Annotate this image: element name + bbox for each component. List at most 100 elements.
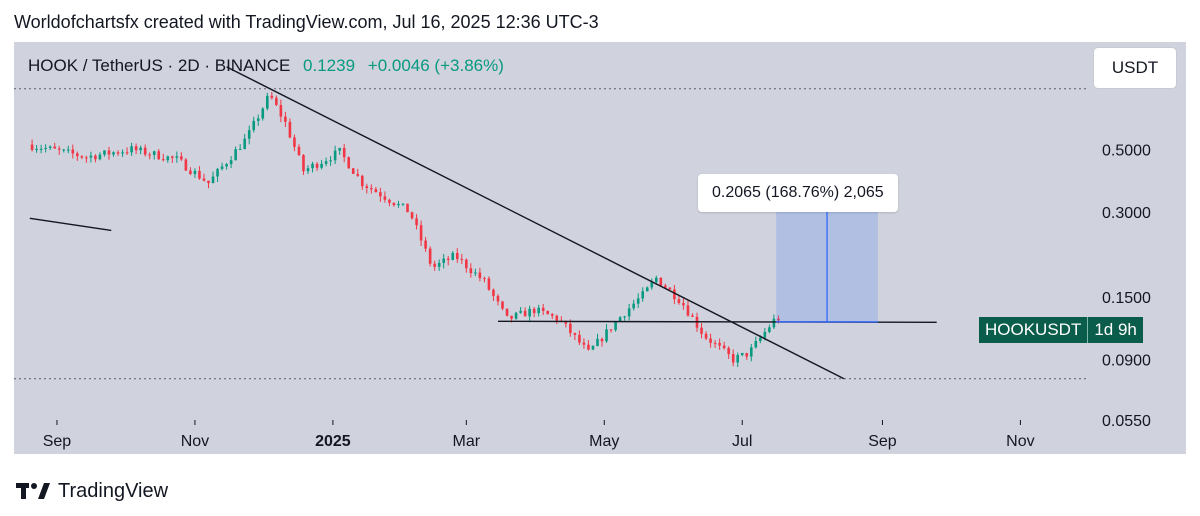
candle-body bbox=[682, 303, 685, 306]
candle-body bbox=[53, 146, 57, 149]
candle-body bbox=[555, 315, 559, 321]
candle-body bbox=[582, 342, 586, 345]
candle-body bbox=[89, 155, 93, 158]
candle-body bbox=[731, 354, 735, 363]
legend-symbol: HOOK / TetherUS · 2D · BINANCE bbox=[28, 56, 291, 75]
candle-body bbox=[252, 120, 256, 131]
candle-body bbox=[130, 146, 133, 153]
chart-pane[interactable] bbox=[14, 42, 1086, 454]
symbol-tag-name: HOOKUSDT bbox=[979, 317, 1088, 343]
horizontal-levels bbox=[14, 88, 1086, 380]
candle-body bbox=[338, 147, 341, 151]
candle-body bbox=[578, 334, 581, 343]
tradingview-logo-icon bbox=[16, 483, 50, 499]
candle-body bbox=[216, 168, 219, 177]
candle-body bbox=[297, 146, 301, 156]
candle-body bbox=[587, 344, 590, 350]
candle-body bbox=[446, 258, 450, 260]
symbol-price-tag: HOOKUSDT 1d 9h bbox=[979, 317, 1143, 343]
candle-body bbox=[740, 353, 744, 356]
candle-body bbox=[256, 118, 260, 121]
candle-body bbox=[654, 277, 658, 283]
candle-body bbox=[365, 186, 369, 188]
candle-body bbox=[76, 153, 79, 157]
candle-body bbox=[189, 170, 192, 174]
currency-button[interactable]: USDT bbox=[1094, 48, 1176, 88]
time-tick-label: Nov bbox=[1006, 433, 1034, 450]
candle-body bbox=[229, 160, 233, 165]
candle-body bbox=[157, 151, 161, 160]
candle-body bbox=[596, 338, 599, 346]
candle-body bbox=[180, 156, 183, 160]
candle-body bbox=[44, 147, 47, 149]
candle-body bbox=[103, 150, 106, 155]
candle-body bbox=[333, 150, 337, 161]
candle-body bbox=[614, 321, 617, 330]
candle-body bbox=[401, 203, 405, 205]
candle-body bbox=[496, 295, 500, 302]
legend-price: 0.1239 bbox=[303, 56, 356, 75]
candle-body bbox=[677, 299, 681, 304]
candle-body bbox=[238, 149, 242, 151]
candle-body bbox=[143, 147, 147, 155]
candle-body bbox=[759, 337, 762, 342]
candle-body bbox=[62, 149, 66, 151]
candle-body bbox=[736, 355, 740, 363]
candle-body bbox=[247, 130, 251, 139]
footer: TradingView bbox=[16, 478, 168, 504]
candle-body bbox=[324, 161, 328, 164]
candle-body bbox=[519, 310, 522, 313]
candle-body bbox=[279, 104, 283, 117]
candle-body bbox=[306, 168, 310, 172]
candle-body bbox=[383, 196, 387, 200]
candle-body bbox=[275, 97, 278, 105]
price-tick-label: 0.1500 bbox=[1102, 290, 1151, 307]
candle-body bbox=[302, 155, 305, 172]
candle-body bbox=[211, 176, 215, 184]
candle-body bbox=[641, 291, 645, 299]
candle-body bbox=[116, 152, 120, 154]
candle-body bbox=[351, 168, 355, 174]
candle-body bbox=[112, 152, 115, 155]
candle-body bbox=[768, 327, 771, 332]
candle-body bbox=[315, 163, 319, 168]
candle-body bbox=[541, 307, 545, 311]
price-axis[interactable] bbox=[1086, 42, 1186, 454]
candle-body bbox=[419, 225, 423, 241]
candle-body bbox=[704, 333, 708, 339]
symbol-tag-countdown: 1d 9h bbox=[1087, 317, 1143, 343]
candle-body bbox=[360, 175, 364, 187]
candle-body bbox=[48, 146, 52, 148]
candle-body bbox=[148, 154, 151, 156]
candle-body bbox=[379, 192, 382, 197]
candle-body bbox=[388, 199, 391, 203]
candle-body bbox=[424, 240, 427, 249]
candle-body bbox=[514, 312, 518, 319]
candle-body bbox=[57, 148, 61, 150]
candle-body bbox=[609, 329, 613, 331]
candle-body bbox=[198, 170, 201, 179]
candle-body bbox=[139, 147, 142, 151]
candle-body bbox=[772, 318, 776, 328]
candle-body bbox=[469, 268, 473, 274]
candle-body bbox=[510, 315, 513, 319]
candle-body bbox=[709, 338, 712, 343]
candle-body bbox=[569, 323, 572, 334]
candle-body bbox=[406, 203, 409, 213]
candle-body bbox=[433, 263, 436, 267]
candle-body bbox=[532, 308, 536, 314]
candle-body bbox=[94, 155, 97, 160]
candle-body bbox=[668, 287, 672, 290]
candle-body bbox=[474, 272, 477, 274]
price-range-measure bbox=[776, 200, 878, 323]
candle-body bbox=[220, 166, 224, 169]
time-tick-label: Nov bbox=[181, 433, 209, 450]
candle-body bbox=[460, 259, 464, 261]
candle-body bbox=[39, 148, 43, 150]
candle-body bbox=[664, 285, 667, 288]
candle-body bbox=[243, 138, 246, 150]
candle-body bbox=[410, 212, 414, 219]
time-tick-label: Sep bbox=[43, 433, 72, 450]
time-axis-labels: Sep Nov 2025 Mar May Jul Sep Nov bbox=[43, 433, 1035, 450]
